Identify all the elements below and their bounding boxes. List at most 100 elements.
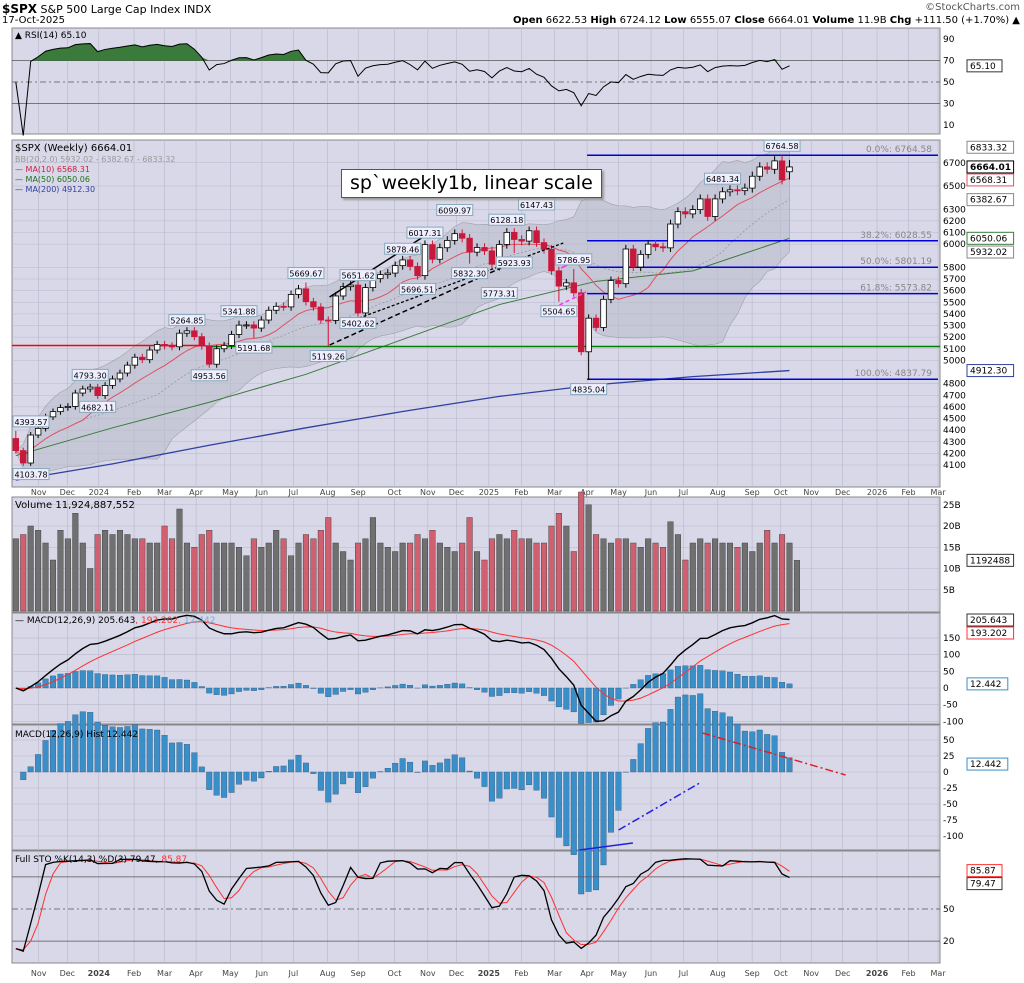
macd-hist-bar — [124, 674, 131, 689]
close-value: 6664.01 — [767, 15, 810, 26]
candle — [436, 247, 444, 260]
hist-bar — [161, 735, 168, 773]
macd-hist-bar — [444, 684, 451, 689]
volume-bar — [555, 513, 562, 612]
hist-bar — [407, 761, 414, 773]
volume-bar — [585, 504, 592, 612]
axis-tick-rsi: 30 — [943, 99, 955, 109]
volume-bar — [116, 530, 123, 612]
fib-label: 0.0%: 6764.58 — [866, 145, 932, 155]
hist-bar — [697, 693, 704, 773]
hist-bar — [786, 757, 793, 773]
hist-bar — [109, 726, 116, 773]
value-tag: 6568.31 — [970, 176, 1007, 186]
volume-bar — [57, 530, 64, 612]
high-value: 6724.12 — [619, 15, 661, 26]
candle — [27, 434, 34, 464]
hist-bar — [228, 771, 235, 793]
hist-bar — [310, 771, 317, 774]
hist-bar — [221, 771, 228, 798]
hist-bar — [117, 727, 123, 773]
value-tag: 79.47 — [970, 880, 996, 890]
candle — [458, 233, 466, 239]
volume-bar — [206, 530, 213, 612]
hist-bar — [459, 757, 466, 773]
volume-bar — [719, 542, 726, 612]
x-axis-label: Dec — [60, 969, 75, 978]
hist-bar — [50, 730, 56, 773]
legend-macd-signal: , 193.202 — [135, 616, 178, 626]
price-label: 5504.65 — [542, 308, 575, 317]
candle — [630, 248, 637, 268]
macd-hist-bar — [786, 683, 793, 689]
hist-bar — [206, 771, 213, 790]
hist-bar — [600, 771, 607, 866]
axis-tick-price: 5000 — [943, 356, 966, 366]
volume-bar — [503, 538, 510, 612]
hist-bar — [741, 730, 748, 773]
volume-bar — [310, 538, 317, 612]
candle — [399, 259, 406, 267]
candle — [503, 231, 511, 245]
axis-tick-macd: 0 — [943, 684, 949, 694]
volume-bar — [660, 547, 667, 612]
macd-hist-bar — [139, 675, 146, 689]
volume-bar — [622, 538, 629, 612]
x-axis-label: Mar — [547, 969, 563, 978]
hist-bar — [243, 771, 250, 781]
hist-bar — [131, 724, 138, 773]
price-label-box — [12, 415, 50, 428]
value-tag-box — [966, 173, 1015, 187]
volume-bar — [712, 538, 719, 612]
candle — [473, 247, 481, 253]
macd-hist-bar — [176, 679, 183, 689]
macd-hist-bar — [526, 687, 533, 692]
legend-ma50: — MA(50) 6050.06 — [15, 175, 90, 184]
price-label-box — [406, 226, 444, 239]
hist-bar — [734, 723, 741, 773]
volume-bar — [72, 513, 79, 612]
price-label: 4953.56 — [193, 372, 226, 381]
price-label-box — [220, 305, 258, 318]
legend-ma10: — MA(10) 6568.31 — [15, 165, 90, 174]
macd-hist-bar — [689, 665, 696, 689]
value-tag-box — [966, 160, 1015, 174]
price-label: 5923.93 — [498, 259, 531, 268]
chg-label: Chg — [889, 15, 912, 26]
candle — [734, 189, 741, 192]
volume-bar — [146, 542, 153, 612]
candle — [540, 242, 548, 250]
volume-bar — [652, 542, 659, 612]
volume-bar — [682, 559, 689, 612]
price-label-box — [235, 341, 273, 354]
volume-bar — [79, 542, 86, 612]
x-axis-label-top: May — [222, 488, 239, 497]
x-axis-label: Jul — [288, 969, 299, 978]
price-label: 6099.97 — [438, 207, 471, 216]
annotation-note: sp`weekly1b, linear scale — [341, 169, 602, 198]
volume-bar — [689, 542, 696, 612]
candle — [786, 166, 793, 173]
volume-bar — [317, 530, 324, 612]
x-axis-label: Jun — [255, 969, 269, 978]
hist-bar — [355, 771, 361, 793]
volume-bar — [734, 547, 741, 612]
hist-bar — [660, 721, 666, 773]
candle — [511, 231, 518, 240]
candle — [124, 364, 131, 374]
x-axis-label-top: Nov — [31, 488, 47, 497]
axis-tick-hist: 50 — [943, 736, 955, 746]
hist-bar — [630, 759, 637, 773]
volume-bar — [511, 530, 518, 612]
x-axis-label: Aug — [320, 969, 336, 978]
hist-bar — [749, 731, 756, 773]
hist-bar — [451, 754, 458, 773]
volume-bar — [250, 538, 257, 612]
value-tag-box — [966, 245, 1015, 259]
panel-macd — [11, 612, 941, 725]
x-axis-label-top: Sep — [351, 488, 366, 497]
hist-bar — [102, 725, 109, 773]
candle — [406, 259, 414, 267]
legend-volume: Volume 11,924,887,552 — [15, 500, 135, 511]
value-tag: 12.442 — [970, 680, 1002, 690]
